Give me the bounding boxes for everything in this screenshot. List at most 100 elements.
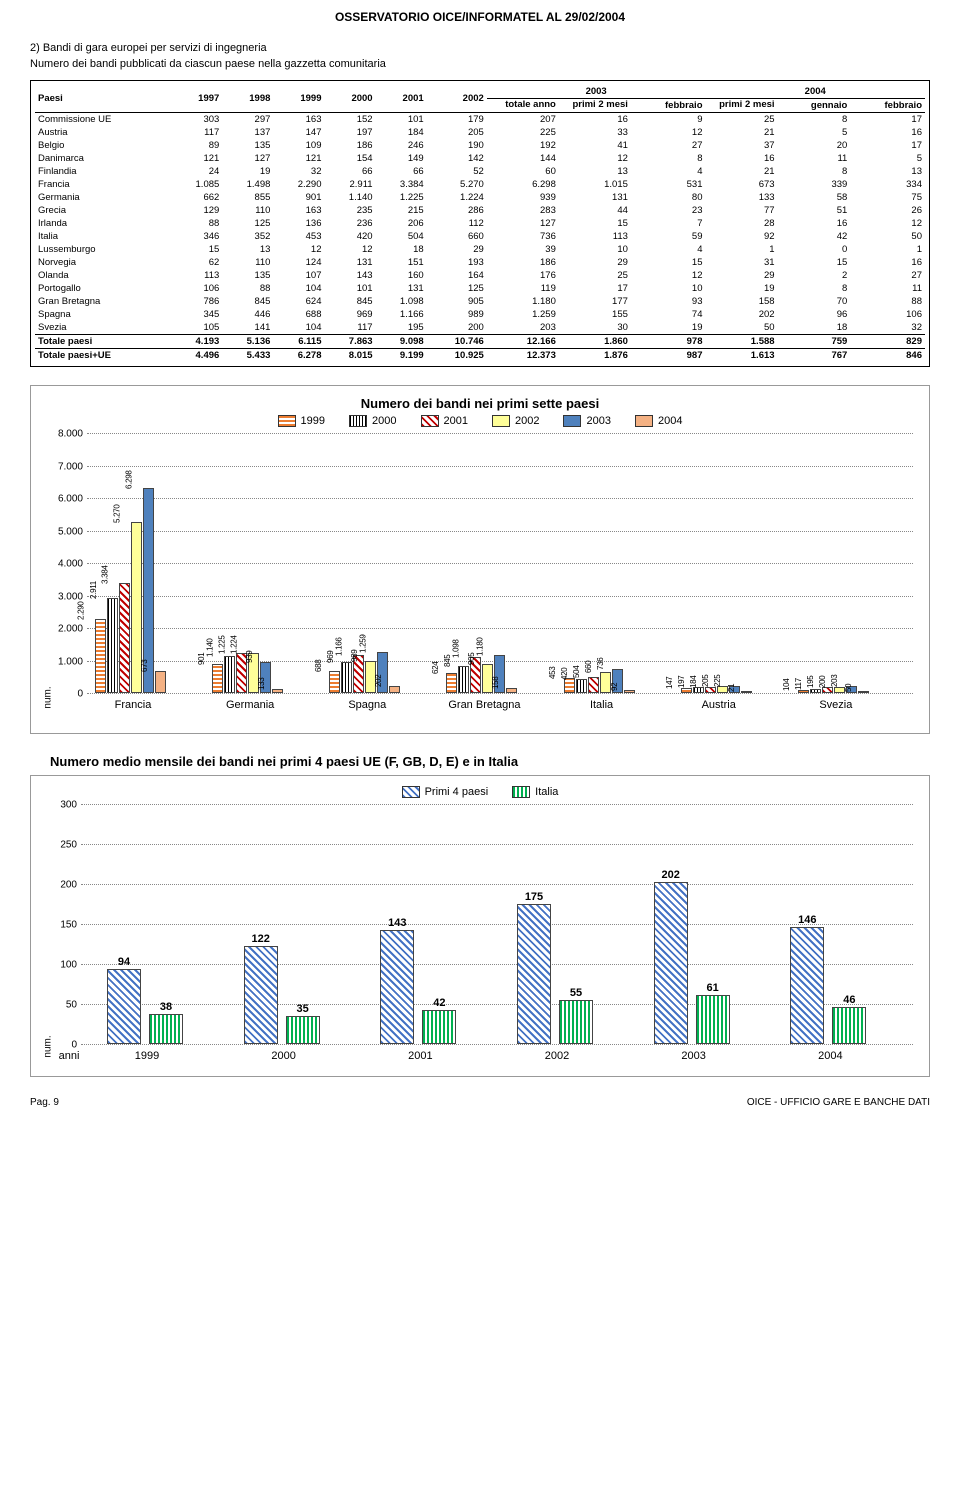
table-cell: 197 [324, 126, 375, 139]
chart2-legend: Primi 4 paesi Italia [41, 786, 919, 798]
ytick-label: 1.000 [43, 656, 83, 667]
table-cell: 334 [850, 178, 925, 191]
table-cell: 1 [850, 243, 925, 256]
chart1-bar-value: 197 [677, 675, 686, 687]
table-cell: 135 [222, 139, 273, 152]
table-cell: 855 [222, 191, 273, 204]
table-cell: 44 [559, 204, 631, 217]
table-cell: 186 [487, 256, 559, 269]
chart1-bar-value: 845 [443, 654, 452, 666]
legend-swatch [563, 415, 581, 427]
row-name: Totale paesi [35, 335, 171, 349]
subcol: primi 2 mesi [559, 99, 631, 113]
table-cell: 11 [778, 152, 851, 165]
gridline: 6.000 [87, 498, 913, 499]
table-cell: 164 [427, 269, 487, 282]
table-cell: 176 [487, 269, 559, 282]
table-cell: 420 [324, 230, 375, 243]
gridline: 0 [81, 1044, 913, 1045]
chart2-xaxis-label: anni [59, 1050, 80, 1062]
table-cell: 149 [376, 152, 427, 165]
table-cell: 101 [324, 282, 375, 295]
table-cell: 1.224 [427, 191, 487, 204]
table-cell: 246 [376, 139, 427, 152]
gridline: 150 [81, 924, 913, 925]
chart1-bar-value: 624 [431, 661, 440, 673]
legend-swatch [635, 415, 653, 427]
table-cell: 786 [171, 295, 222, 308]
table-cell: 202 [706, 308, 778, 321]
chart1-bar-value: 688 [314, 659, 323, 671]
chart1-bar: 2.911 [107, 598, 118, 693]
chart2-legend-item: Italia [512, 786, 558, 798]
table-cell: 1.085 [171, 178, 222, 191]
chart1-bar-value: 989 [350, 649, 359, 661]
data-table: Paesi 1997 1998 1999 2000 2001 2002 2003… [35, 85, 925, 362]
chart1-bar-value: 1.259 [359, 635, 368, 654]
chart2-x-label: 2000 [271, 1050, 295, 1062]
table-cell: 9 [631, 113, 706, 127]
table-cell: 58 [778, 191, 851, 204]
chart2-bar-group: 143 42 [380, 930, 456, 1044]
table-cell: 133 [706, 191, 778, 204]
table-cell: 50 [706, 321, 778, 335]
gridline: 2.000 [87, 628, 913, 629]
table-cell: 21 [706, 126, 778, 139]
ytick-label: 7.000 [43, 461, 83, 472]
chart1-bar-group: 688 969 1.166 989 1.259 202 [329, 652, 400, 693]
table-row: Totale paesi+UE4.4965.4336.2788.0159.199… [35, 349, 925, 363]
table-row: Svezia1051411041171952002033019501832 [35, 321, 925, 335]
chart1-bar: 3.384 [119, 583, 130, 693]
chart2-canvas: 0 50 100 150 200 250 300 94 38 1999 12 [81, 804, 913, 1044]
table-cell: 88 [850, 295, 925, 308]
table-cell: 59 [631, 230, 706, 243]
table-cell: 688 [273, 308, 324, 321]
table-cell: 2.911 [324, 178, 375, 191]
row-name: Francia [35, 178, 171, 191]
chart2-bar-italia: 55 [559, 1000, 593, 1044]
table-cell: 17 [850, 113, 925, 127]
table-cell: 16 [706, 152, 778, 165]
table-row: Totale paesi4.1935.1366.1157.8639.09810.… [35, 335, 925, 349]
table-cell: 121 [171, 152, 222, 165]
chart1-bar-value: 1.224 [229, 636, 238, 655]
table-cell: 10 [559, 243, 631, 256]
table-cell: 845 [222, 295, 273, 308]
table-cell: 129 [171, 204, 222, 217]
table-cell: 42 [778, 230, 851, 243]
table-cell: 660 [427, 230, 487, 243]
table-row: Belgio891351091862461901924127372017 [35, 139, 925, 152]
chart2-x-label: 2001 [408, 1050, 432, 1062]
table-cell: 905 [427, 295, 487, 308]
table-cell: 151 [376, 256, 427, 269]
table-cell: 235 [324, 204, 375, 217]
chart2-bar-value: 122 [245, 933, 277, 945]
table-cell: 624 [273, 295, 324, 308]
chart2-bar-italia: 42 [422, 1010, 456, 1044]
table-cell: 1 [706, 243, 778, 256]
row-name: Belgio [35, 139, 171, 152]
data-table-wrapper: Paesi 1997 1998 1999 2000 2001 2002 2003… [30, 80, 930, 367]
chart1-box: Numero dei bandi nei primi sette paesi 1… [30, 385, 930, 734]
subcol: febbraio [631, 99, 706, 113]
table-cell: 16 [850, 256, 925, 269]
chart1-bar-value: 195 [806, 675, 815, 687]
table-cell: 1.166 [376, 308, 427, 321]
chart1-x-label: Germania [226, 699, 274, 711]
table-row: Danimarca12112712115414914214412816115 [35, 152, 925, 165]
gridline: 4.000 [87, 563, 913, 564]
legend-swatch [402, 786, 420, 798]
table-cell: 142 [427, 152, 487, 165]
gridline: 3.000 [87, 596, 913, 597]
row-name: Svezia [35, 321, 171, 335]
chart1-canvas: 0 1.000 2.000 3.000 4.000 5.000 6.000 7.… [87, 433, 913, 693]
table-row: Francia1.0851.4982.2902.9113.3845.2706.2… [35, 178, 925, 191]
table-cell: 154 [324, 152, 375, 165]
table-cell: 829 [850, 335, 925, 349]
table-cell: 18 [778, 321, 851, 335]
chart1-bar: 158 [506, 688, 517, 693]
chart2-x-label: 2002 [545, 1050, 569, 1062]
table-cell: 190 [427, 139, 487, 152]
gridline: 50 [81, 1004, 913, 1005]
chart2-bar-group: 122 35 [244, 946, 320, 1044]
